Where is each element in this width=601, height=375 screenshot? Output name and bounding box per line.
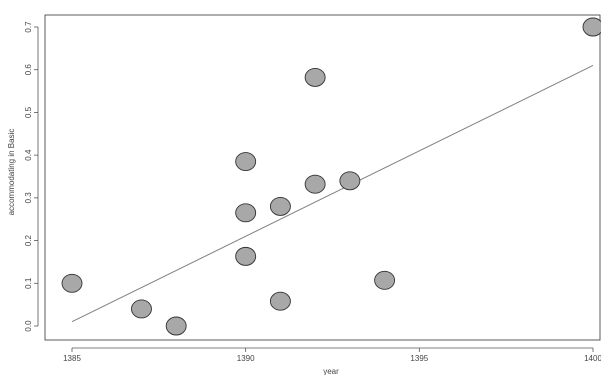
x-axis-label: year: [323, 367, 339, 375]
data-point: [165, 316, 187, 336]
data-point: [269, 291, 291, 311]
y-tick-label: 0.1: [24, 277, 33, 289]
y-tick-label: 0.4: [24, 149, 33, 161]
data-point: [235, 152, 257, 172]
data-point: [374, 270, 396, 290]
data-point: [339, 171, 361, 191]
x-tick-label: 1400: [584, 354, 601, 363]
y-tick-label: 0.3: [24, 192, 33, 204]
x-tick-label: 1385: [63, 354, 81, 363]
data-point: [304, 67, 326, 87]
x-tick-label: 1390: [237, 354, 255, 363]
x-tick-label: 1395: [410, 354, 428, 363]
data-point: [131, 299, 152, 319]
regression-line: [71, 64, 594, 323]
data-point: [235, 203, 257, 223]
data-point: [304, 174, 326, 194]
plot-frame: [44, 14, 601, 341]
y-tick-label: 0.7: [24, 21, 33, 33]
data-point: [269, 196, 291, 216]
y-tick-label: 0.0: [24, 320, 33, 332]
data-point: [582, 17, 601, 37]
y-axis-label: accommodating in Basic: [7, 129, 16, 216]
y-tick-label: 0.6: [24, 64, 33, 76]
data-point: [235, 246, 257, 266]
y-tick-label: 0.2: [24, 234, 33, 246]
data-point: [61, 273, 83, 293]
y-tick-label: 0.5: [24, 106, 33, 118]
